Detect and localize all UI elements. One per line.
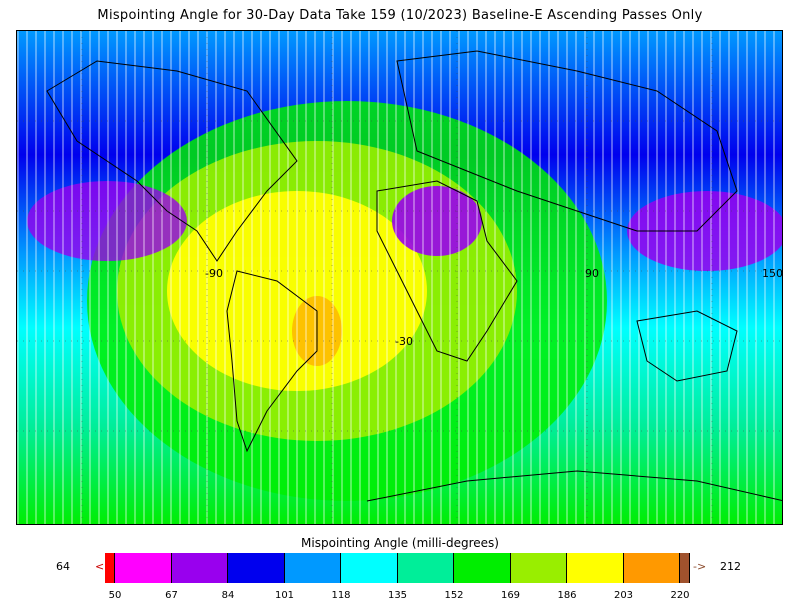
lon-label-1: -90 [205,267,223,280]
colorbar-under-arrow: < [95,560,105,573]
colorbar-segment [341,553,398,583]
colorbar-tick-label: 186 [557,590,577,601]
colorbar-segment [397,553,454,583]
colorbar-tick-label: 169 [500,590,521,601]
coastlines [46,50,782,502]
colorbar-under-value: 64 [56,560,70,573]
lon-label-4: 150 [762,267,783,280]
colorbar-segment [567,553,624,583]
colorbar-tick-label: 50 [108,590,122,601]
colorbar-tick-label: 203 [613,590,634,601]
chart-title: Mispointing Angle for 30-Day Data Take 1… [97,8,703,23]
colorbar-tick-label: 101 [274,590,295,601]
swath-stripes [17,31,782,524]
lat-label-1: -30 [395,335,413,348]
map-panel: -90 -30 90 150 [16,30,783,525]
colorbar [105,553,690,583]
colorbar-segment [623,553,680,583]
colorbar-tick-label: 67 [165,590,178,601]
colorbar-segment [510,553,567,583]
colorbar-segment [171,553,228,583]
colorbar-over-arrow: -> [693,560,707,573]
colorbar-tick-label: 135 [387,590,408,601]
colorbar-tick-label: 220 [670,590,690,601]
colorbar-tick-label: 152 [444,590,464,601]
colorbar-over-cap [680,553,690,583]
colorbar-segment [454,553,511,583]
colorbar-tick-label: 84 [221,590,235,601]
colorbar-tick-label: 118 [331,590,351,601]
colorbar-segment [115,553,172,583]
colorbar-title: Mispointing Angle (milli-degrees) [301,536,499,550]
colorbar-segment [228,553,285,583]
map-svg: -90 -30 90 150 [17,31,783,524]
colorbar-over-value: 212 [720,560,741,573]
lon-label-3: 90 [585,267,599,280]
colorbar-under-cap [105,553,115,583]
colorbar-segment [284,553,341,583]
